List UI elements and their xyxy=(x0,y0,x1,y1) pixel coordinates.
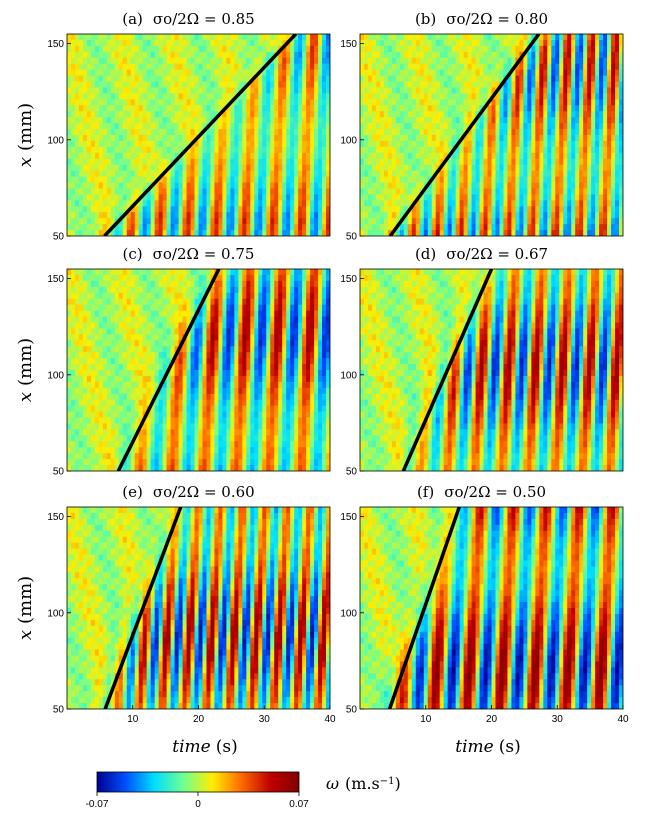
x-axis-label-left: time (s) xyxy=(172,737,237,757)
x-tick-label: 30 xyxy=(552,714,564,725)
heatmap xyxy=(360,507,623,709)
x-axis-label-right: time (s) xyxy=(455,737,520,757)
x-tick-label: 40 xyxy=(324,714,336,725)
y-tick-label: 150 xyxy=(47,39,64,50)
panel-a: 50 100 150 (a) σo/2Ω = 0.85 x(mm) xyxy=(15,10,331,243)
y-axis-label: x(mm) xyxy=(15,103,36,167)
y-tick-label: 100 xyxy=(47,135,64,146)
y-tick-label: 100 xyxy=(340,135,357,146)
panel-title: (e) σo/2Ω = 0.60 xyxy=(122,483,254,501)
colorbar-ticks: -0.07 0 0.07 xyxy=(86,792,309,810)
heatmap xyxy=(360,34,623,236)
panel-title: (c) σo/2Ω = 0.75 xyxy=(123,245,255,263)
y-tick-label: 100 xyxy=(340,370,357,381)
x-tick-label: 30 xyxy=(259,714,271,725)
y-tick-label: 150 xyxy=(47,512,64,523)
y-tick-label: 50 xyxy=(346,705,358,716)
panel-title: (f) σo/2Ω = 0.50 xyxy=(417,483,546,501)
colorbar-gradient xyxy=(96,771,300,793)
colorbar-tick-label: 0 xyxy=(195,799,201,810)
y-tick-label: 50 xyxy=(53,705,65,716)
y-tick-label: 100 xyxy=(47,370,64,381)
colorbar-label: ω (m.s−1) xyxy=(326,774,401,793)
panel-b: 50 100 150 (b) σo/2Ω = 0.80 xyxy=(340,10,624,243)
y-tick-label: 50 xyxy=(346,232,358,243)
front-line xyxy=(401,269,494,471)
y-tick-label: 150 xyxy=(340,39,357,50)
plot-frame xyxy=(359,268,624,472)
y-tick-label: 150 xyxy=(340,512,357,523)
heatmap xyxy=(67,34,330,236)
panel-title: (a) σo/2Ω = 0.85 xyxy=(122,10,254,28)
y-axis-label: x(mm) xyxy=(15,338,36,402)
heatmap xyxy=(67,269,330,471)
colorbar-tick-label: -0.07 xyxy=(86,799,109,810)
x-tick-label: 10 xyxy=(420,714,432,725)
y-tick-label: 100 xyxy=(340,608,357,619)
y-tick-label: 50 xyxy=(53,467,65,478)
y-tick-label: 50 xyxy=(346,467,358,478)
panels: 50 100 150 (a) σo/2Ω = 0.85 x(mm) 50 100 150 (b) σ… xyxy=(15,10,629,725)
heatmap xyxy=(67,507,330,709)
panel-d: 50 100 150 (d) σo/2Ω = 0.67 xyxy=(340,245,624,478)
plot-frame xyxy=(359,33,624,237)
front-line xyxy=(116,269,221,471)
panel-f: 50 100 150 10 20 30 40 (f) σo/2Ω = 0.50 xyxy=(340,483,629,725)
x-tick-label: 40 xyxy=(617,714,629,725)
x-tick-label: 10 xyxy=(127,714,139,725)
x-tick-label: 20 xyxy=(486,714,498,725)
y-tick-label: 100 xyxy=(47,608,64,619)
front-line xyxy=(103,507,183,709)
y-tick-label: 150 xyxy=(340,274,357,285)
y-tick-label: 150 xyxy=(47,274,64,285)
front-line xyxy=(387,507,461,709)
front-line xyxy=(103,34,298,236)
colorbar: -0.07 0 0.07 ω (m.s−1) xyxy=(86,771,401,810)
y-tick-label: 50 xyxy=(53,232,65,243)
y-axis-label: x(mm) xyxy=(15,576,36,640)
plot-frame xyxy=(66,33,331,237)
heatmap xyxy=(360,269,623,471)
panel-c: 50 100 150 (c) σo/2Ω = 0.75 x(mm) xyxy=(15,245,331,478)
colorbar-tick-label: 0.07 xyxy=(289,799,309,810)
panel-e: 50 100 150 10 20 30 40 (e) σo/2Ω = 0.60 x(mm) xyxy=(15,483,336,725)
panel-title: (b) σo/2Ω = 0.80 xyxy=(415,10,548,28)
plot-frame xyxy=(66,268,331,472)
front-line xyxy=(388,34,541,236)
x-tick-label: 20 xyxy=(193,714,205,725)
panel-title: (d) σo/2Ω = 0.67 xyxy=(415,245,548,263)
